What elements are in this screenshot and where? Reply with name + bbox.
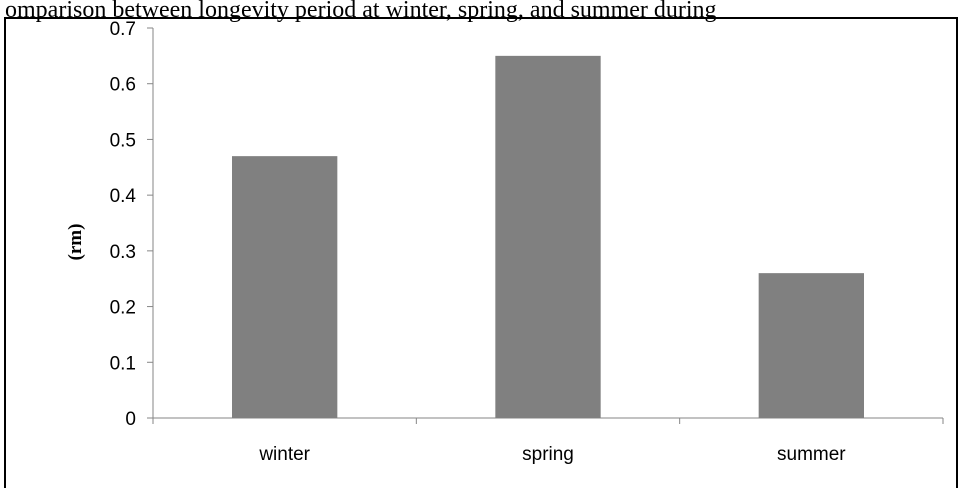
y-axis-label: (rm) [65,224,86,261]
y-tick-label: 0.4 [110,186,137,207]
x-tick-label: summer [777,444,846,465]
y-tick-label: 0.2 [110,298,136,319]
x-tick-label: winter [258,444,310,465]
chart-title: omparison between longevity period at wi… [5,0,717,23]
y-tick-label: 0.1 [110,353,136,374]
y-tick-label: 0.5 [110,130,136,151]
y-tick-label: 0.7 [110,19,136,40]
y-tick-label: 0.6 [110,75,136,96]
bar-summer [758,273,864,418]
y-tick-label: 0.3 [110,242,136,263]
x-tick-label: spring [522,444,574,465]
y-tick-label: 0 [125,409,136,430]
bar-spring [495,55,601,418]
bar-winter [232,156,338,418]
plot-area: 0 0.1 0.2 0.3 0.4 0.5 0.6 0.7 winter spring summer [110,19,944,465]
